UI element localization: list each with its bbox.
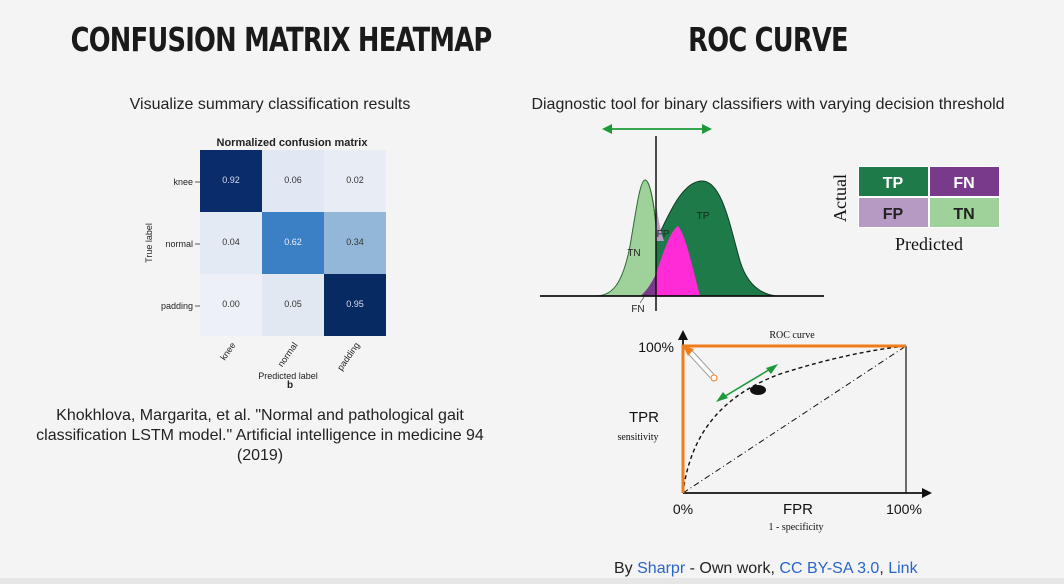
cell-value: 0.62: [284, 237, 302, 247]
heatmap-xlabel: Predicted label: [258, 371, 318, 381]
negative-distribution: [593, 179, 657, 297]
fn-cell: [930, 167, 999, 196]
license-link[interactable]: CC BY-SA 3.0: [779, 560, 880, 577]
right-subtitle: Diagnostic tool for binary classifiers w…: [531, 96, 1005, 113]
roc-chart: ROC curve 100% TPR sensitivity 0% FPR 1 …: [617, 330, 932, 533]
pink-region: [656, 226, 700, 296]
roc-title: ROC curve: [769, 330, 815, 341]
heatmap-cell: [324, 212, 386, 274]
heatmap-cell: [324, 150, 386, 212]
row-label: normal: [165, 239, 193, 249]
citation-line: (2019): [236, 447, 284, 464]
heatmap-cell: [200, 274, 262, 336]
roc-y-top-label: 100%: [638, 339, 674, 355]
heatmap-panel-label: b: [287, 380, 293, 390]
left-title: CONFUSION MATRIX HEATMAP: [70, 20, 493, 59]
predicted-label: Predicted: [895, 234, 963, 254]
cell-value: 0.92: [222, 175, 240, 185]
attribution-by: By: [614, 560, 633, 577]
roc-curve: [682, 345, 907, 494]
col-label: normal: [276, 340, 300, 368]
author-link[interactable]: Sharpr: [637, 560, 686, 577]
heatmap-title: Normalized confusion matrix: [217, 137, 369, 149]
fp-label: FP: [657, 229, 670, 240]
cell-value: 0.05: [284, 299, 302, 309]
heatmap-cell: [262, 212, 324, 274]
tn-cell: [930, 198, 999, 227]
roc-x-left-label: 0%: [673, 501, 693, 517]
cell-value: 0.00: [222, 299, 240, 309]
citation: Khokhlova, Margarita, et al. "Normal and…: [10, 406, 510, 466]
arrow-right-icon: [702, 124, 712, 134]
heatmap-cell: [262, 150, 324, 212]
arrow-icon: [766, 364, 778, 374]
tn-cell-label: TN: [953, 206, 974, 223]
footer-bar: [0, 578, 1064, 584]
right-title: ROC CURVE: [688, 20, 848, 59]
attribution-text: - Own work,: [689, 560, 775, 577]
heatmap-cell: [200, 212, 262, 274]
row-label: padding: [161, 301, 193, 311]
fn-cell-label: FN: [953, 175, 974, 192]
col-label: padding: [335, 340, 362, 372]
roc-xlabel: FPR: [783, 501, 813, 518]
cell-value: 0.95: [346, 299, 364, 309]
arrow-left-icon: [602, 124, 612, 134]
citation-line: Khokhlova, Margarita, et al. "Normal and…: [56, 407, 464, 424]
distribution-diagram: TN TP FP FN: [540, 124, 824, 315]
heatmap-cell: [200, 150, 262, 212]
tn-label: TN: [627, 248, 640, 259]
cell-value: 0.34: [346, 237, 364, 247]
y-axis-arrow-icon: [678, 330, 688, 340]
actual-label: Actual: [830, 174, 850, 222]
operating-point: [750, 385, 766, 395]
col-label: knee: [218, 340, 237, 362]
roc-x-right-label: 100%: [886, 501, 922, 517]
roc-xlabel-sub: 1 - specificity: [769, 522, 824, 533]
cell-value: 0.04: [222, 237, 240, 247]
row-label: knee: [173, 177, 193, 187]
roc-ylabel-sub: sensitivity: [617, 432, 658, 443]
tp-cell: [859, 167, 928, 196]
fn-region: [640, 274, 656, 296]
citation-line: classification LSTM model." Artificial i…: [36, 427, 484, 444]
random-classifier-line: [682, 345, 907, 494]
cell-value: 0.06: [284, 175, 302, 185]
source-link[interactable]: Link: [888, 560, 918, 577]
pointer-icon: [683, 346, 718, 382]
attribution-comma: ,: [879, 560, 884, 577]
heatmap-ylabel: True label: [144, 223, 154, 263]
roc-ylabel: TPR: [629, 409, 659, 426]
fp-cell: [859, 198, 928, 227]
cell-value: 0.02: [346, 175, 364, 185]
attribution: By Sharpr - Own work, CC BY-SA 3.0, Link: [614, 560, 918, 578]
x-axis-arrow-icon: [922, 488, 932, 498]
fn-label: FN: [631, 304, 644, 315]
heatmap-cell: [262, 274, 324, 336]
heatmap-cell: [324, 274, 386, 336]
outcome-matrix: TP FN FP TN Actual Predicted: [830, 166, 1000, 254]
tp-cell-label: TP: [883, 175, 904, 192]
tp-label: TP: [697, 211, 710, 222]
left-subtitle: Visualize summary classification results: [129, 96, 411, 113]
arrow-icon: [716, 392, 728, 402]
confusion-matrix-heatmap: Normalized confusion matrix 0.92 0.06 0.…: [144, 137, 386, 390]
fp-cell-label: FP: [883, 206, 904, 223]
